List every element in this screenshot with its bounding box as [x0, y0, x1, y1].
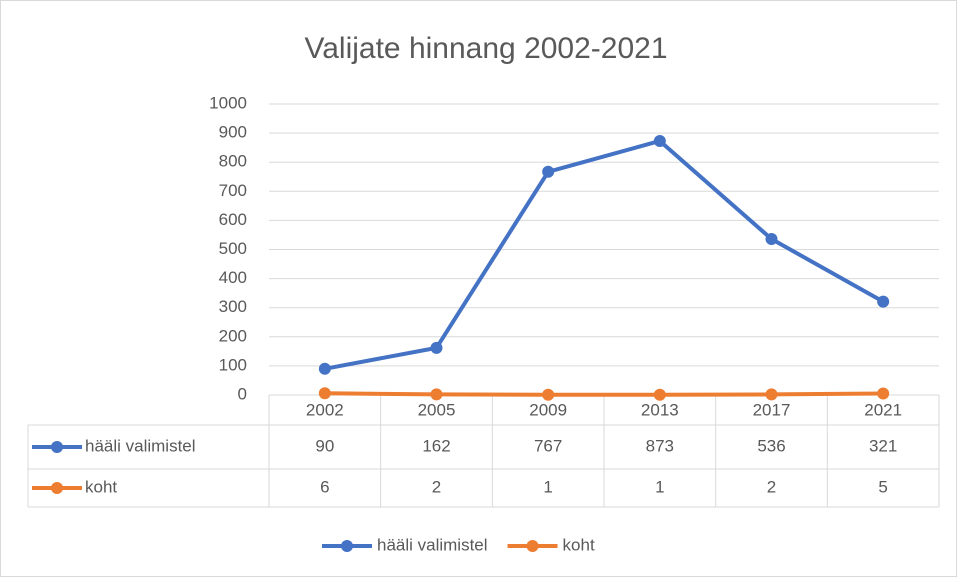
data-point — [877, 387, 890, 400]
y-tick-label: 500 — [219, 239, 247, 258]
x-tick-label: 2013 — [641, 400, 679, 419]
table-value: 767 — [534, 436, 562, 455]
legend-key — [341, 540, 353, 552]
table-value: 1 — [655, 477, 664, 496]
y-tick-label: 300 — [219, 297, 247, 316]
table-series-name: koht — [85, 477, 117, 496]
data-point — [430, 388, 443, 401]
y-tick-label: 200 — [219, 326, 247, 345]
y-tick-label: 800 — [219, 152, 247, 171]
table-value: 321 — [869, 436, 897, 455]
y-tick-label: 100 — [219, 355, 247, 374]
data-point — [765, 233, 778, 246]
table-legend-key — [51, 441, 63, 453]
data-point — [542, 388, 555, 401]
data-point — [765, 388, 778, 401]
series-line — [324, 391, 884, 397]
data-point — [318, 387, 331, 400]
chart-title: Valijate hinnang 2002-2021 — [304, 32, 667, 65]
x-tick-label: 2005 — [418, 400, 456, 419]
table-value: 162 — [422, 436, 450, 455]
y-tick-label: 900 — [219, 123, 247, 142]
x-tick-label: 2009 — [529, 400, 567, 419]
data-point — [318, 362, 331, 375]
y-tick-label: 0 — [238, 384, 247, 403]
legend-label: hääli valimistel — [377, 535, 488, 554]
y-tick-label: 400 — [219, 268, 247, 287]
x-tick-label: 2002 — [306, 400, 344, 419]
table-legend-key — [51, 482, 63, 494]
table-value: 90 — [315, 436, 334, 455]
table-series-name: hääli valimistel — [85, 436, 196, 455]
table-value: 873 — [646, 436, 674, 455]
table-value: 2 — [432, 477, 441, 496]
y-tick-label: 600 — [219, 210, 247, 229]
y-tick-label: 1000 — [209, 93, 247, 112]
table-value: 1 — [543, 477, 552, 496]
x-tick-label: 2021 — [864, 400, 902, 419]
data-point — [877, 295, 890, 308]
table-value: 5 — [878, 477, 887, 496]
series-line — [324, 138, 885, 371]
legend-key — [526, 540, 539, 552]
table-value: 536 — [757, 436, 785, 455]
legend-label: koht — [563, 535, 595, 554]
data-point — [430, 341, 443, 354]
data-point — [653, 134, 666, 147]
table-value: 2 — [767, 477, 776, 496]
data-point — [653, 388, 666, 401]
y-tick-label: 700 — [219, 181, 247, 200]
data-point — [542, 165, 555, 178]
table-value: 6 — [320, 477, 329, 496]
x-tick-label: 2017 — [753, 400, 791, 419]
